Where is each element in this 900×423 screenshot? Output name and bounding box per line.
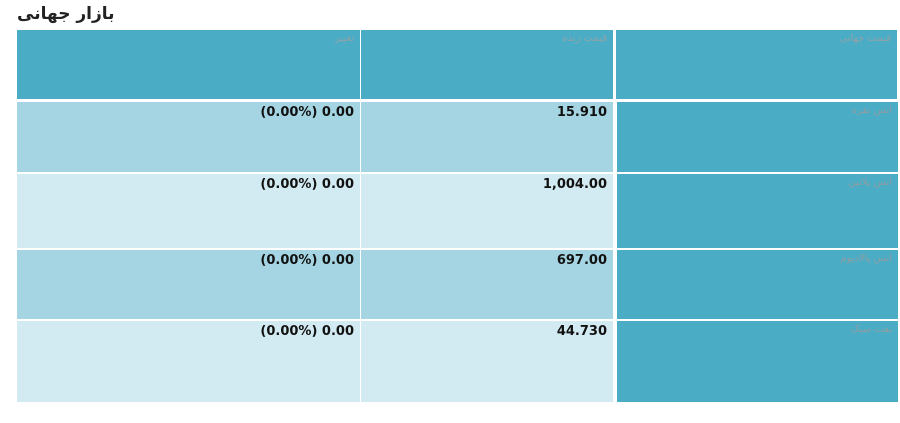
price-value: 44.730: [361, 321, 613, 402]
column-header: قیمت زنده: [361, 30, 613, 99]
price-value: 1,004.00: [361, 174, 613, 248]
price-value: 697.00: [361, 250, 613, 319]
column-header: قیمت جهانی: [616, 30, 897, 99]
commodity-name: انس پلاتین: [617, 174, 898, 248]
change-value: (0.00%) 0.00: [17, 102, 360, 172]
column-header: تغییر: [17, 30, 360, 99]
change-value: (0.00%) 0.00: [17, 321, 360, 402]
change-value: (0.00%) 0.00: [17, 174, 360, 248]
commodity-name: نفت سبک: [617, 321, 898, 402]
page-title: بازار جهانی: [17, 4, 115, 24]
commodity-name: انس نقره: [617, 102, 898, 172]
price-value: 15.910: [361, 102, 613, 172]
commodity-name: انس پالادیوم: [617, 250, 898, 319]
change-value: (0.00%) 0.00: [17, 250, 360, 319]
